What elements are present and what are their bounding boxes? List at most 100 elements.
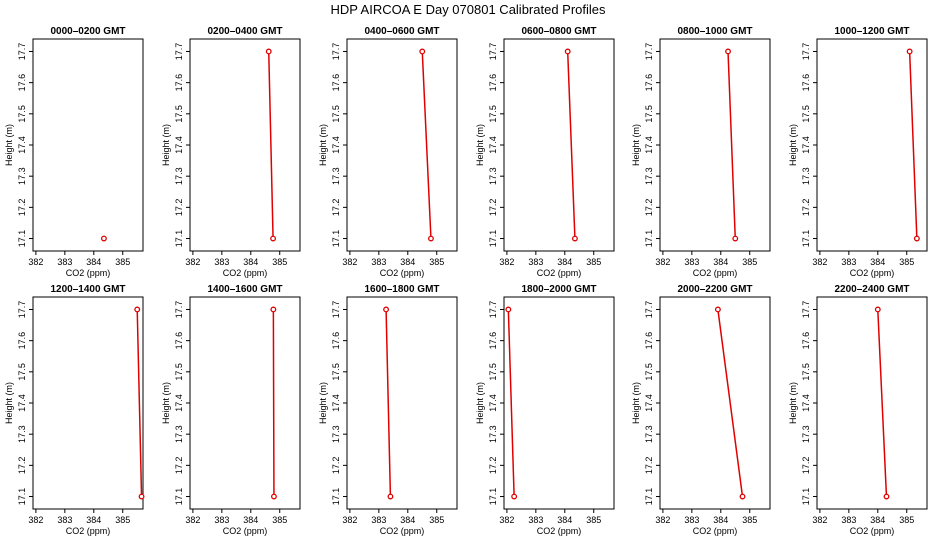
x-tick-label: 382 xyxy=(812,257,827,267)
y-tick-label: 17.6 xyxy=(488,332,498,350)
x-tick-label: 383 xyxy=(684,257,699,267)
data-point xyxy=(419,48,426,55)
y-axis-label: Height (m) xyxy=(788,124,798,166)
panel-title: 0600–0800 GMT xyxy=(521,26,596,37)
x-tick-label: 382 xyxy=(655,257,670,267)
y-tick-label: 17.5 xyxy=(331,363,341,381)
profile-panel: 2000–2200 GMT 382 383 384 385 CO2 (ppm) 17.1 17… xyxy=(631,284,771,536)
y-tick-label: 17.7 xyxy=(331,301,341,319)
profile-panel: 0800–1000 GMT 382 383 384 385 CO2 (ppm) 17.1 17… xyxy=(631,26,771,278)
data-point xyxy=(134,306,141,313)
y-tick-label: 17.7 xyxy=(801,43,811,61)
x-tick-label: 385 xyxy=(742,515,757,525)
y-tick-label: 17.1 xyxy=(17,230,27,248)
x-axis-label: CO2 (ppm) xyxy=(850,268,895,278)
y-tick-label: 17.2 xyxy=(331,199,341,217)
x-tick-label: 383 xyxy=(57,515,72,525)
y-tick-label: 17.7 xyxy=(17,301,27,319)
y-tick-label: 17.3 xyxy=(801,425,811,443)
y-tick-label: 17.4 xyxy=(17,394,27,412)
x-tick-label: 383 xyxy=(528,257,543,267)
y-tick-label: 17.4 xyxy=(644,394,654,412)
plot-frame xyxy=(816,296,928,510)
profile-line xyxy=(267,51,274,239)
x-tick-label: 382 xyxy=(812,515,827,525)
x-tick-label: 382 xyxy=(28,257,43,267)
x-tick-label: 385 xyxy=(429,257,444,267)
y-tick-label: 17.1 xyxy=(644,230,654,248)
y-tick-label: 17.1 xyxy=(488,488,498,506)
y-tick-label: 17.1 xyxy=(174,488,184,506)
data-point xyxy=(714,306,721,313)
data-point xyxy=(913,235,920,242)
panel-title: 0800–1000 GMT xyxy=(677,26,752,37)
profile-panel: 0600–0800 GMT 382 383 384 385 CO2 (ppm) 17.1 17… xyxy=(475,26,615,278)
figure-title: HDP AIRCOA E Day 070801 Calibrated Profi… xyxy=(330,2,606,17)
data-point xyxy=(383,306,390,313)
x-tick-label: 385 xyxy=(899,257,914,267)
y-tick-label: 17.1 xyxy=(801,488,811,506)
data-point xyxy=(739,493,746,500)
panel-title: 1000–1200 GMT xyxy=(834,26,909,37)
y-tick-label: 17.7 xyxy=(174,43,184,61)
y-tick-label: 17.4 xyxy=(488,136,498,154)
x-axis-label: CO2 (ppm) xyxy=(693,526,738,536)
x-axis-label: CO2 (ppm) xyxy=(693,268,738,278)
y-tick-label: 17.4 xyxy=(801,394,811,412)
y-tick-label: 17.7 xyxy=(644,43,654,61)
y-tick-label: 17.5 xyxy=(174,105,184,123)
y-tick-label: 17.4 xyxy=(644,136,654,154)
profile-panel: 1000–1200 GMT 382 383 384 385 CO2 (ppm) 17.1 17… xyxy=(788,26,928,278)
y-tick-label: 17.6 xyxy=(644,332,654,350)
x-tick-label: 384 xyxy=(557,257,572,267)
y-tick-label: 17.1 xyxy=(801,230,811,248)
y-tick-label: 17.4 xyxy=(331,394,341,412)
y-axis-label: Height (m) xyxy=(161,382,171,424)
y-tick-label: 17.5 xyxy=(801,363,811,381)
y-tick-label: 17.7 xyxy=(644,301,654,319)
x-tick-label: 382 xyxy=(342,515,357,525)
x-axis-label: CO2 (ppm) xyxy=(223,268,268,278)
panel-title: 0000–0200 GMT xyxy=(50,26,125,37)
y-tick-label: 17.4 xyxy=(17,136,27,154)
plot-frame xyxy=(32,38,144,252)
data-point xyxy=(505,306,512,313)
x-tick-label: 382 xyxy=(499,257,514,267)
x-tick-label: 385 xyxy=(586,257,601,267)
x-tick-label: 382 xyxy=(342,257,357,267)
y-tick-label: 17.3 xyxy=(17,425,27,443)
y-tick-label: 17.5 xyxy=(174,363,184,381)
y-tick-label: 17.4 xyxy=(801,136,811,154)
y-tick-label: 17.2 xyxy=(17,457,27,475)
x-tick-label: 382 xyxy=(28,515,43,525)
y-tick-label: 17.3 xyxy=(644,425,654,443)
data-point xyxy=(725,48,731,55)
profile-line xyxy=(877,309,888,497)
x-axis-label: CO2 (ppm) xyxy=(66,268,111,278)
data-point xyxy=(427,235,434,242)
y-axis-label: Height (m) xyxy=(631,124,641,166)
y-tick-label: 17.2 xyxy=(174,457,184,475)
x-tick-label: 384 xyxy=(243,257,258,267)
data-point xyxy=(883,493,890,500)
y-axis-label: Height (m) xyxy=(161,124,171,166)
y-tick-label: 17.1 xyxy=(331,230,341,248)
panel-title: 1600–1800 GMT xyxy=(364,284,439,295)
y-tick-label: 17.5 xyxy=(644,105,654,123)
x-tick-label: 384 xyxy=(557,515,572,525)
data-point xyxy=(270,235,277,242)
y-tick-label: 17.4 xyxy=(331,136,341,154)
plot-frame xyxy=(189,38,301,252)
y-tick-label: 17.4 xyxy=(174,136,184,154)
x-tick-label: 383 xyxy=(214,515,229,525)
y-tick-label: 17.6 xyxy=(331,74,341,92)
plot-frame xyxy=(189,296,301,510)
y-tick-label: 17.3 xyxy=(801,167,811,185)
data-point xyxy=(571,235,578,242)
profile-line xyxy=(908,51,918,239)
data-point xyxy=(387,493,394,500)
x-tick-label: 383 xyxy=(841,257,856,267)
profile-panel: 2200–2400 GMT 382 383 384 385 CO2 (ppm) 17.1 17… xyxy=(788,284,928,536)
x-tick-label: 384 xyxy=(870,515,885,525)
profile-panel: 1600–1800 GMT 382 383 384 385 CO2 (ppm) 17.1 17… xyxy=(318,284,458,536)
